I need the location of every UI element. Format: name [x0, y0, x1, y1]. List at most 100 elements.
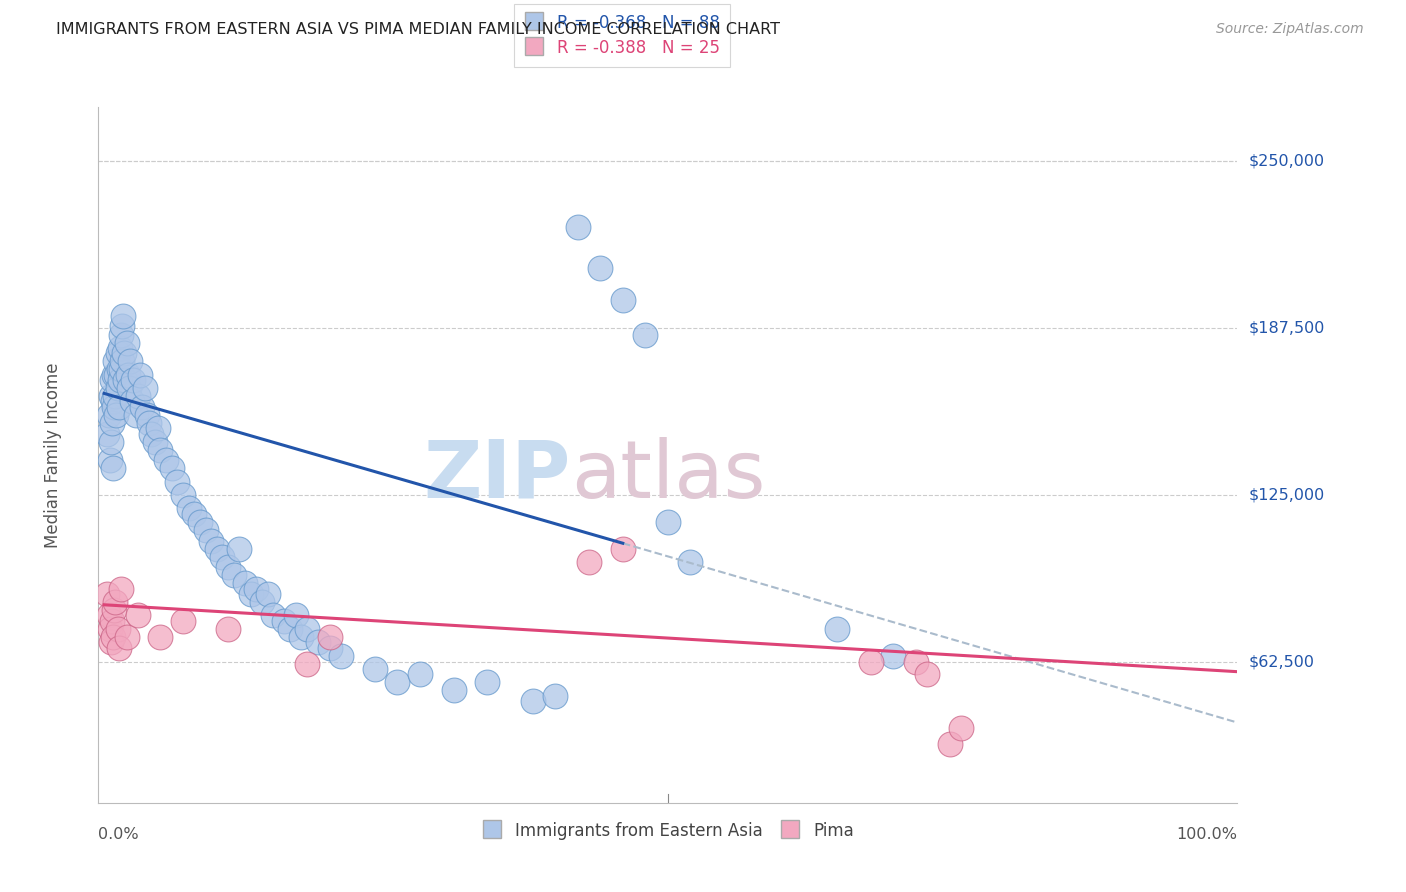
Point [825, 622, 848, 636]
Point [112, 309, 135, 323]
Point [104, 389, 127, 403]
Point [882, 648, 904, 663]
Text: atlas: atlas [571, 437, 765, 515]
Point [115, 630, 138, 644]
Point [97, 608, 120, 623]
Point [117, 368, 139, 382]
Point [657, 515, 679, 529]
Point [211, 549, 233, 564]
Point [98, 622, 121, 636]
Point [318, 640, 340, 655]
Point [100, 434, 122, 449]
Point [239, 587, 262, 601]
Point [443, 683, 465, 698]
Point [129, 368, 152, 382]
Point [278, 622, 301, 636]
Point [127, 608, 149, 623]
Point [114, 373, 136, 387]
Point [101, 416, 124, 430]
Point [101, 394, 124, 409]
Point [131, 400, 153, 414]
Point [104, 354, 127, 368]
Point [915, 667, 938, 681]
Point [217, 622, 239, 636]
Point [166, 475, 188, 489]
Point [110, 327, 132, 342]
Point [149, 442, 172, 457]
Point [188, 515, 211, 529]
Legend: Immigrants from Eastern Asia, Pima: Immigrants from Eastern Asia, Pima [475, 815, 860, 847]
Point [307, 635, 329, 649]
Point [104, 595, 127, 609]
Point [522, 694, 544, 708]
Point [290, 630, 312, 644]
Point [105, 368, 128, 382]
Text: $62,500: $62,500 [1249, 655, 1315, 670]
Point [96, 587, 118, 601]
Point [205, 541, 228, 556]
Point [409, 667, 432, 681]
Point [904, 655, 927, 669]
Point [107, 400, 129, 414]
Point [101, 630, 124, 644]
Point [100, 389, 122, 403]
Point [108, 373, 131, 387]
Point [148, 421, 170, 435]
Point [295, 657, 318, 671]
Point [107, 346, 129, 360]
Point [98, 453, 121, 467]
Point [110, 582, 132, 596]
Point [110, 362, 132, 376]
Point [612, 293, 634, 307]
Point [127, 389, 149, 403]
Text: Source: ZipAtlas.com: Source: ZipAtlas.com [1216, 22, 1364, 37]
Text: $250,000: $250,000 [1249, 153, 1324, 168]
Point [177, 501, 200, 516]
Point [284, 608, 307, 623]
Point [363, 662, 385, 676]
Point [103, 603, 125, 617]
Point [477, 675, 499, 690]
Text: IMMIGRANTS FROM EASTERN ASIA VS PIMA MEDIAN FAMILY INCOME CORRELATION CHART: IMMIGRANTS FROM EASTERN ASIA VS PIMA MED… [56, 22, 780, 37]
Point [118, 381, 141, 395]
Point [107, 640, 129, 655]
Point [121, 394, 143, 409]
Point [589, 260, 612, 275]
Point [101, 614, 124, 628]
Text: ZIP: ZIP [423, 437, 571, 515]
Point [111, 319, 134, 334]
Point [256, 587, 278, 601]
Point [679, 555, 702, 569]
Text: $125,000: $125,000 [1249, 488, 1324, 502]
Point [149, 630, 172, 644]
Text: Median Family Income: Median Family Income [44, 362, 62, 548]
Point [135, 408, 157, 422]
Point [578, 555, 600, 569]
Point [107, 362, 129, 376]
Point [318, 630, 340, 644]
Point [200, 533, 222, 548]
Point [183, 507, 205, 521]
Point [194, 523, 217, 537]
Point [97, 408, 120, 422]
Point [112, 346, 135, 360]
Point [155, 453, 177, 467]
Point [612, 541, 634, 556]
Point [567, 220, 589, 235]
Point [108, 341, 131, 355]
Point [172, 488, 194, 502]
Point [938, 737, 960, 751]
Point [222, 568, 245, 582]
Point [115, 335, 138, 350]
Point [103, 368, 125, 382]
Text: $187,500: $187,500 [1249, 320, 1324, 335]
Point [141, 426, 163, 441]
Point [172, 614, 194, 628]
Point [228, 541, 250, 556]
Point [233, 576, 256, 591]
Point [103, 400, 125, 414]
Point [107, 381, 129, 395]
Point [245, 582, 267, 596]
Point [122, 373, 145, 387]
Point [100, 635, 122, 649]
